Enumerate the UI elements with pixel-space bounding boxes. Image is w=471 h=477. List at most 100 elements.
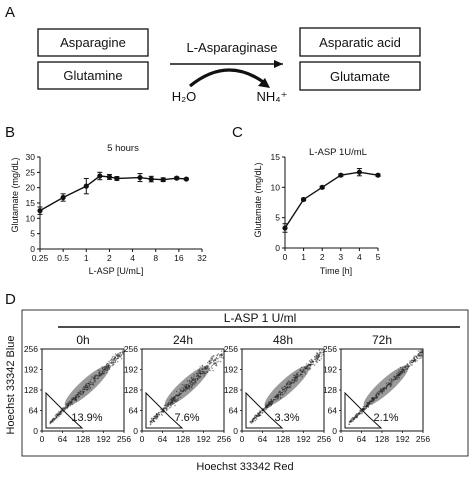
chart-b-x-tick-label: 0.25 xyxy=(32,253,49,263)
chart-b-y-tick-label: 0 xyxy=(30,244,35,254)
product-box-glutamate xyxy=(299,61,421,91)
chart-c-point xyxy=(319,184,325,190)
flow-x-tick-label: 192 xyxy=(96,434,110,444)
flow-x-tick-label: 64 xyxy=(258,434,268,444)
panel-label-d: D xyxy=(5,291,16,308)
flow-x-tick-label: 256 xyxy=(416,434,430,444)
flow-title: L-ASP 1 U/ml xyxy=(224,311,296,325)
chart-b-x-tick-label: 1 xyxy=(84,253,89,263)
chart-c-ylabel: Glutamate (mg/dL) xyxy=(253,162,263,237)
chart-b-annotation: 5 hours xyxy=(107,143,139,154)
chart-b-point xyxy=(183,176,189,182)
chart-c-point xyxy=(338,172,344,178)
chart-c-xlabel: Time [h] xyxy=(320,266,352,276)
chart-b-point xyxy=(97,173,103,179)
flow-y-tick-label: 192 xyxy=(24,365,38,375)
flow-scatter xyxy=(348,349,423,425)
flow-x-tick-label: 192 xyxy=(296,434,310,444)
chart-c-point xyxy=(301,196,307,203)
chart-b-x-tick-label: 2 xyxy=(107,253,112,263)
flow-gate xyxy=(245,391,284,429)
substrate-box-asparagine xyxy=(37,28,149,57)
chart-b-y-tick-label: 20 xyxy=(26,183,36,193)
flow-gate-percent: 7.6% xyxy=(174,412,199,424)
chart-c-point xyxy=(375,172,381,178)
flow-y-tick-label: 192 xyxy=(224,365,238,375)
chart-b-xlabel: L-ASP [U/mL] xyxy=(89,266,144,276)
chart-b-x-tick-label: 8 xyxy=(153,253,158,263)
chart-b-point xyxy=(174,175,180,181)
flow-x-tick-label: 128 xyxy=(375,434,389,444)
chart-c-x-tick-label: 2 xyxy=(320,252,325,262)
flow-x-tick-label: 256 xyxy=(217,434,231,444)
product-aspartic-acid: Asparatic acid xyxy=(319,35,401,50)
flow-ylabel: Hoechst 33342 Blue xyxy=(5,335,17,434)
substrate-box-glutamine xyxy=(37,61,149,90)
flow-y-tick-label: 64 xyxy=(129,406,139,416)
flow-x-tick-label: 128 xyxy=(276,434,290,444)
chart-b-y-tick-label: 25 xyxy=(26,167,36,177)
flow-panels: 0h13.9%00646412812819219225625624h7.6%00… xyxy=(24,333,431,444)
chart-c-y-tick-label: 15 xyxy=(271,152,281,162)
chart-c-y-tick-label: 0 xyxy=(275,243,280,253)
flow-time-label: 24h xyxy=(173,333,193,347)
flow-y-tick-label: 256 xyxy=(323,344,337,354)
enzyme-label: L-Asparaginase xyxy=(186,40,277,55)
panel-label-c: C xyxy=(232,124,243,141)
flow-y-tick-label: 256 xyxy=(124,344,138,354)
flow-x-tick-label: 0 xyxy=(40,434,45,444)
flow-x-tick-label: 0 xyxy=(339,434,344,444)
chart-c-annotation: L-ASP 1U/mL xyxy=(309,147,367,158)
chart-b-ylabel: Glutamate (mg/dL) xyxy=(10,157,20,232)
reaction-arrowhead xyxy=(274,60,283,68)
flow-y-tick-label: 128 xyxy=(24,385,38,395)
substrate-asparagine: Asparagine xyxy=(60,35,126,50)
chart-b-point xyxy=(148,176,154,182)
flow-y-tick-label: 256 xyxy=(24,344,38,354)
flow-y-tick-label: 64 xyxy=(328,406,338,416)
cofactor-arrowhead xyxy=(258,78,270,88)
chart-b: 5 hours L-ASP [U/mL] Glutamate (mg/dL) 0… xyxy=(10,143,207,276)
flow-gate xyxy=(45,391,84,429)
flow-x-tick-label: 0 xyxy=(140,434,145,444)
flow-plot-48h: 48h 3.3% 00 64 64 128 128 192 192 256 256 xyxy=(224,333,332,444)
flow-y-tick-label: 128 xyxy=(224,385,238,395)
flow-x-tick-label: 64 xyxy=(357,434,367,444)
panel-label-b: B xyxy=(5,124,15,141)
chart-b-point xyxy=(37,208,43,214)
flow-x-tick-label: 64 xyxy=(158,434,168,444)
chart-c-x-tick-label: 1 xyxy=(301,252,306,262)
flow-gate xyxy=(145,391,184,429)
flow-gate xyxy=(344,391,383,429)
flow-y-tick-label: 192 xyxy=(124,365,138,375)
flow-y-tick-label: 0 xyxy=(133,426,138,436)
cofactor-curve-arrow xyxy=(188,68,267,88)
flow-gate-percent: 3.3% xyxy=(274,412,299,424)
flow-y-tick-label: 0 xyxy=(233,426,238,436)
ammonium-label: NH₄⁺ xyxy=(257,89,288,104)
chart-b-x-tick-label: 0.5 xyxy=(57,253,69,263)
flow-plot-72h: 72h 2.1% 00 64 64 128 128 192 192 256 256 xyxy=(323,333,431,444)
chart-c-series-line xyxy=(284,171,379,229)
chart-b-point xyxy=(137,174,143,181)
flow-y-tick-label: 0 xyxy=(332,426,337,436)
chart-c-x-tick-label: 0 xyxy=(283,252,288,262)
flow-scatter xyxy=(49,350,124,425)
flow-x-tick-label: 256 xyxy=(117,434,131,444)
chart-b-x-tick-label: 4 xyxy=(130,253,135,263)
flow-y-tick-label: 128 xyxy=(124,385,138,395)
flow-y-tick-label: 256 xyxy=(224,344,238,354)
flow-y-tick-label: 64 xyxy=(29,406,39,416)
flow-x-tick-label: 64 xyxy=(58,434,68,444)
flow-x-tick-label: 0 xyxy=(240,434,245,444)
chart-c-x-tick-label: 5 xyxy=(376,252,381,262)
chart-b-point xyxy=(106,174,113,180)
chart-c-x-tick-label: 3 xyxy=(338,252,343,262)
chart-c-point xyxy=(356,169,362,175)
chart-b-y-tick-label: 10 xyxy=(26,213,36,223)
flow-x-tick-label: 192 xyxy=(196,434,210,444)
chart-b-y-tick-label: 5 xyxy=(30,229,35,239)
chart-b-y-tick-label: 15 xyxy=(26,198,36,208)
flow-y-tick-label: 192 xyxy=(323,365,337,375)
flow-gate-percent: 2.1% xyxy=(373,412,398,424)
